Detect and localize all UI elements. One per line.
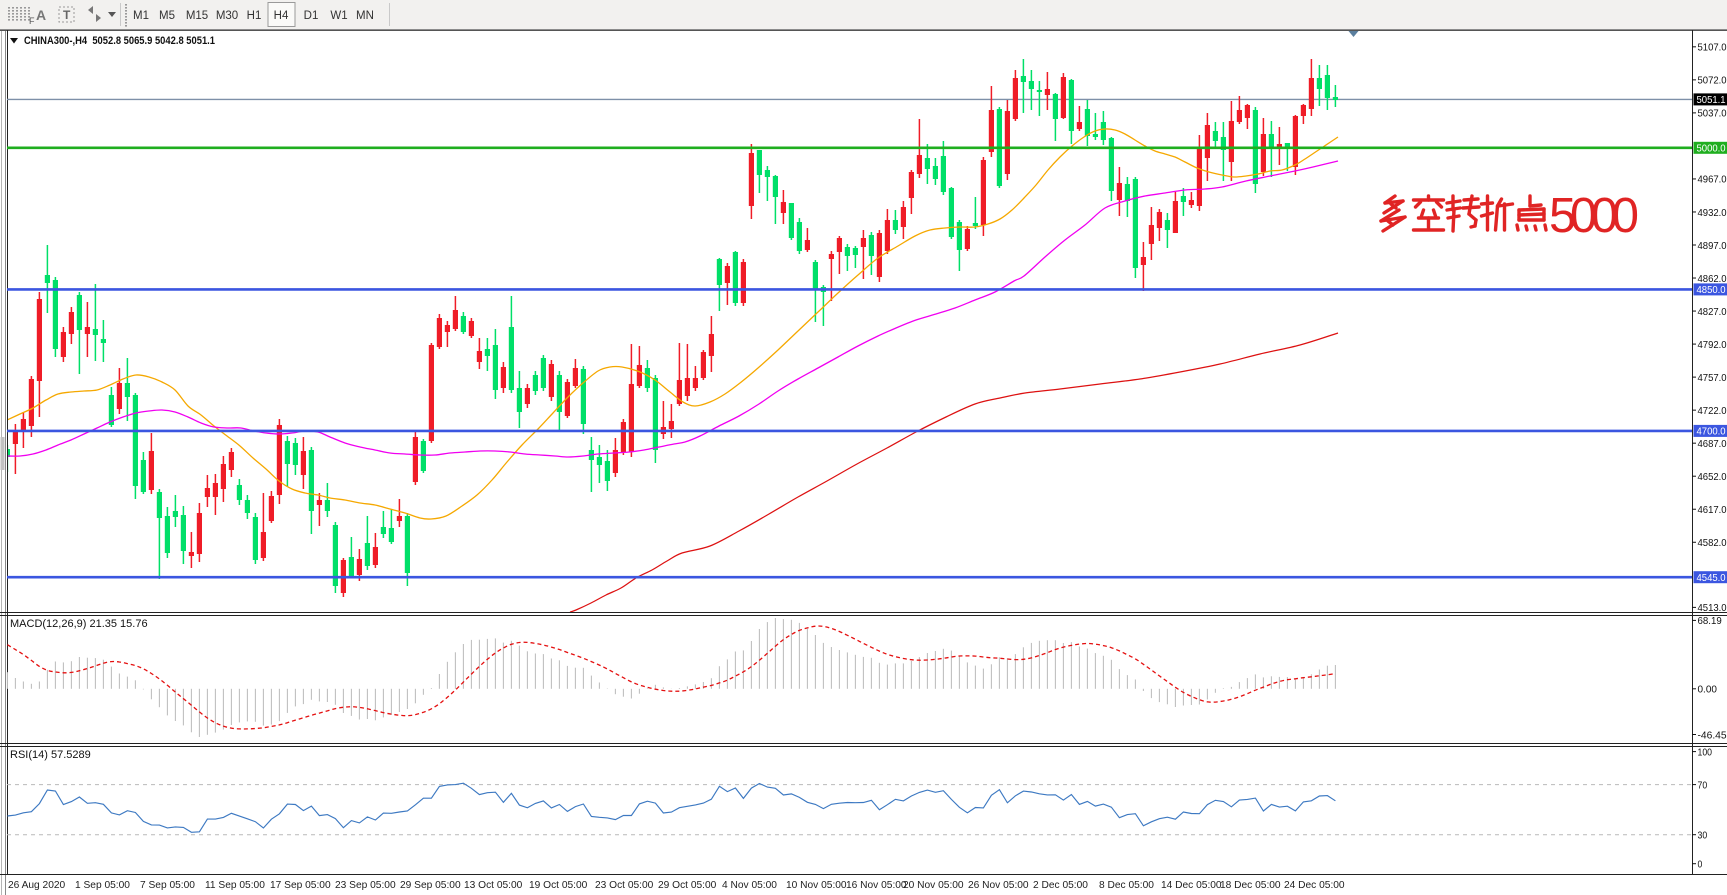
svg-text:30: 30 xyxy=(1698,831,1708,842)
svg-text:5107.0: 5107.0 xyxy=(1698,43,1727,54)
svg-text:14 Dec 05:00: 14 Dec 05:00 xyxy=(1161,880,1222,891)
svg-text:4850.0: 4850.0 xyxy=(1697,285,1726,296)
svg-text:17 Sep 05:00: 17 Sep 05:00 xyxy=(270,880,331,891)
svg-text:100: 100 xyxy=(1698,747,1713,758)
svg-text:5051.1: 5051.1 xyxy=(1697,95,1726,106)
svg-text:5000.0: 5000.0 xyxy=(1697,144,1726,155)
svg-text:5000: 5000 xyxy=(1549,189,1639,243)
svg-text:4617.0: 4617.0 xyxy=(1698,505,1727,516)
svg-text:4652.0: 4652.0 xyxy=(1698,472,1727,483)
svg-text:M5: M5 xyxy=(159,10,175,22)
svg-text:4722.0: 4722.0 xyxy=(1698,406,1727,417)
svg-text:M1: M1 xyxy=(133,10,149,22)
svg-text:29 Sep 05:00: 29 Sep 05:00 xyxy=(400,880,461,891)
svg-text:4700.0: 4700.0 xyxy=(1697,427,1726,438)
svg-text:H1: H1 xyxy=(247,10,262,22)
svg-text:H4: H4 xyxy=(274,10,289,22)
svg-text:M15: M15 xyxy=(186,10,208,22)
svg-text:20 Nov 05:00: 20 Nov 05:00 xyxy=(903,880,964,891)
svg-text:18 Dec 05:00: 18 Dec 05:00 xyxy=(1220,880,1281,891)
svg-text:-46.45: -46.45 xyxy=(1698,730,1727,741)
svg-text:24 Dec 05:00: 24 Dec 05:00 xyxy=(1284,880,1345,891)
svg-text:CHINA300-,H4 5052.8 5065.9 50: CHINA300-,H4 5052.8 5065.9 5042.8 5051.1 xyxy=(24,35,215,47)
svg-text:0.00: 0.00 xyxy=(1698,685,1718,696)
svg-text:7 Sep 05:00: 7 Sep 05:00 xyxy=(140,880,195,891)
svg-text:0: 0 xyxy=(1698,860,1703,871)
svg-text:4792.0: 4792.0 xyxy=(1698,340,1727,351)
svg-text:1 Sep 05:00: 1 Sep 05:00 xyxy=(75,880,130,891)
svg-text:D1: D1 xyxy=(304,10,319,22)
svg-text:4545.0: 4545.0 xyxy=(1697,573,1726,584)
svg-text:29 Oct 05:00: 29 Oct 05:00 xyxy=(658,880,717,891)
svg-text:4 Nov 05:00: 4 Nov 05:00 xyxy=(722,880,777,891)
svg-text:4827.0: 4827.0 xyxy=(1698,307,1727,318)
svg-text:70: 70 xyxy=(1698,780,1708,791)
svg-text:4757.0: 4757.0 xyxy=(1698,373,1727,384)
svg-text:M30: M30 xyxy=(216,10,238,22)
svg-text:A: A xyxy=(36,7,46,23)
svg-text:11 Sep 05:00: 11 Sep 05:00 xyxy=(205,880,265,891)
svg-text:26 Nov 05:00: 26 Nov 05:00 xyxy=(968,880,1029,891)
svg-text:19 Oct 05:00: 19 Oct 05:00 xyxy=(529,880,588,891)
svg-text:T: T xyxy=(63,8,71,22)
svg-text:4967.0: 4967.0 xyxy=(1698,175,1727,186)
svg-text:4582.0: 4582.0 xyxy=(1698,538,1727,549)
svg-text:MACD(12,26,9) 21.35 15.76: MACD(12,26,9) 21.35 15.76 xyxy=(10,618,148,630)
svg-text:13 Oct 05:00: 13 Oct 05:00 xyxy=(464,880,523,891)
svg-text:4897.0: 4897.0 xyxy=(1698,241,1727,252)
svg-text:5037.0: 5037.0 xyxy=(1698,109,1727,120)
svg-text:16 Nov 05:00: 16 Nov 05:00 xyxy=(846,880,907,891)
svg-text:W1: W1 xyxy=(330,10,347,22)
svg-text:4687.0: 4687.0 xyxy=(1698,439,1727,450)
svg-text:26 Aug 2020: 26 Aug 2020 xyxy=(8,880,66,891)
svg-text:68.19: 68.19 xyxy=(1698,616,1723,627)
svg-text:4513.0: 4513.0 xyxy=(1698,603,1727,614)
svg-text:4862.0: 4862.0 xyxy=(1698,274,1727,285)
svg-text:MN: MN xyxy=(356,10,374,22)
svg-text:F: F xyxy=(29,16,35,26)
svg-text:10 Nov 05:00: 10 Nov 05:00 xyxy=(786,880,847,891)
svg-text:2 Dec 05:00: 2 Dec 05:00 xyxy=(1033,880,1088,891)
svg-text:23 Sep 05:00: 23 Sep 05:00 xyxy=(335,880,396,891)
svg-text:RSI(14) 57.5289: RSI(14) 57.5289 xyxy=(10,749,91,761)
svg-text:5072.0: 5072.0 xyxy=(1698,76,1727,87)
svg-text:4932.0: 4932.0 xyxy=(1698,208,1727,219)
svg-text:23 Oct 05:00: 23 Oct 05:00 xyxy=(595,880,654,891)
svg-text:8 Dec 05:00: 8 Dec 05:00 xyxy=(1099,880,1154,891)
